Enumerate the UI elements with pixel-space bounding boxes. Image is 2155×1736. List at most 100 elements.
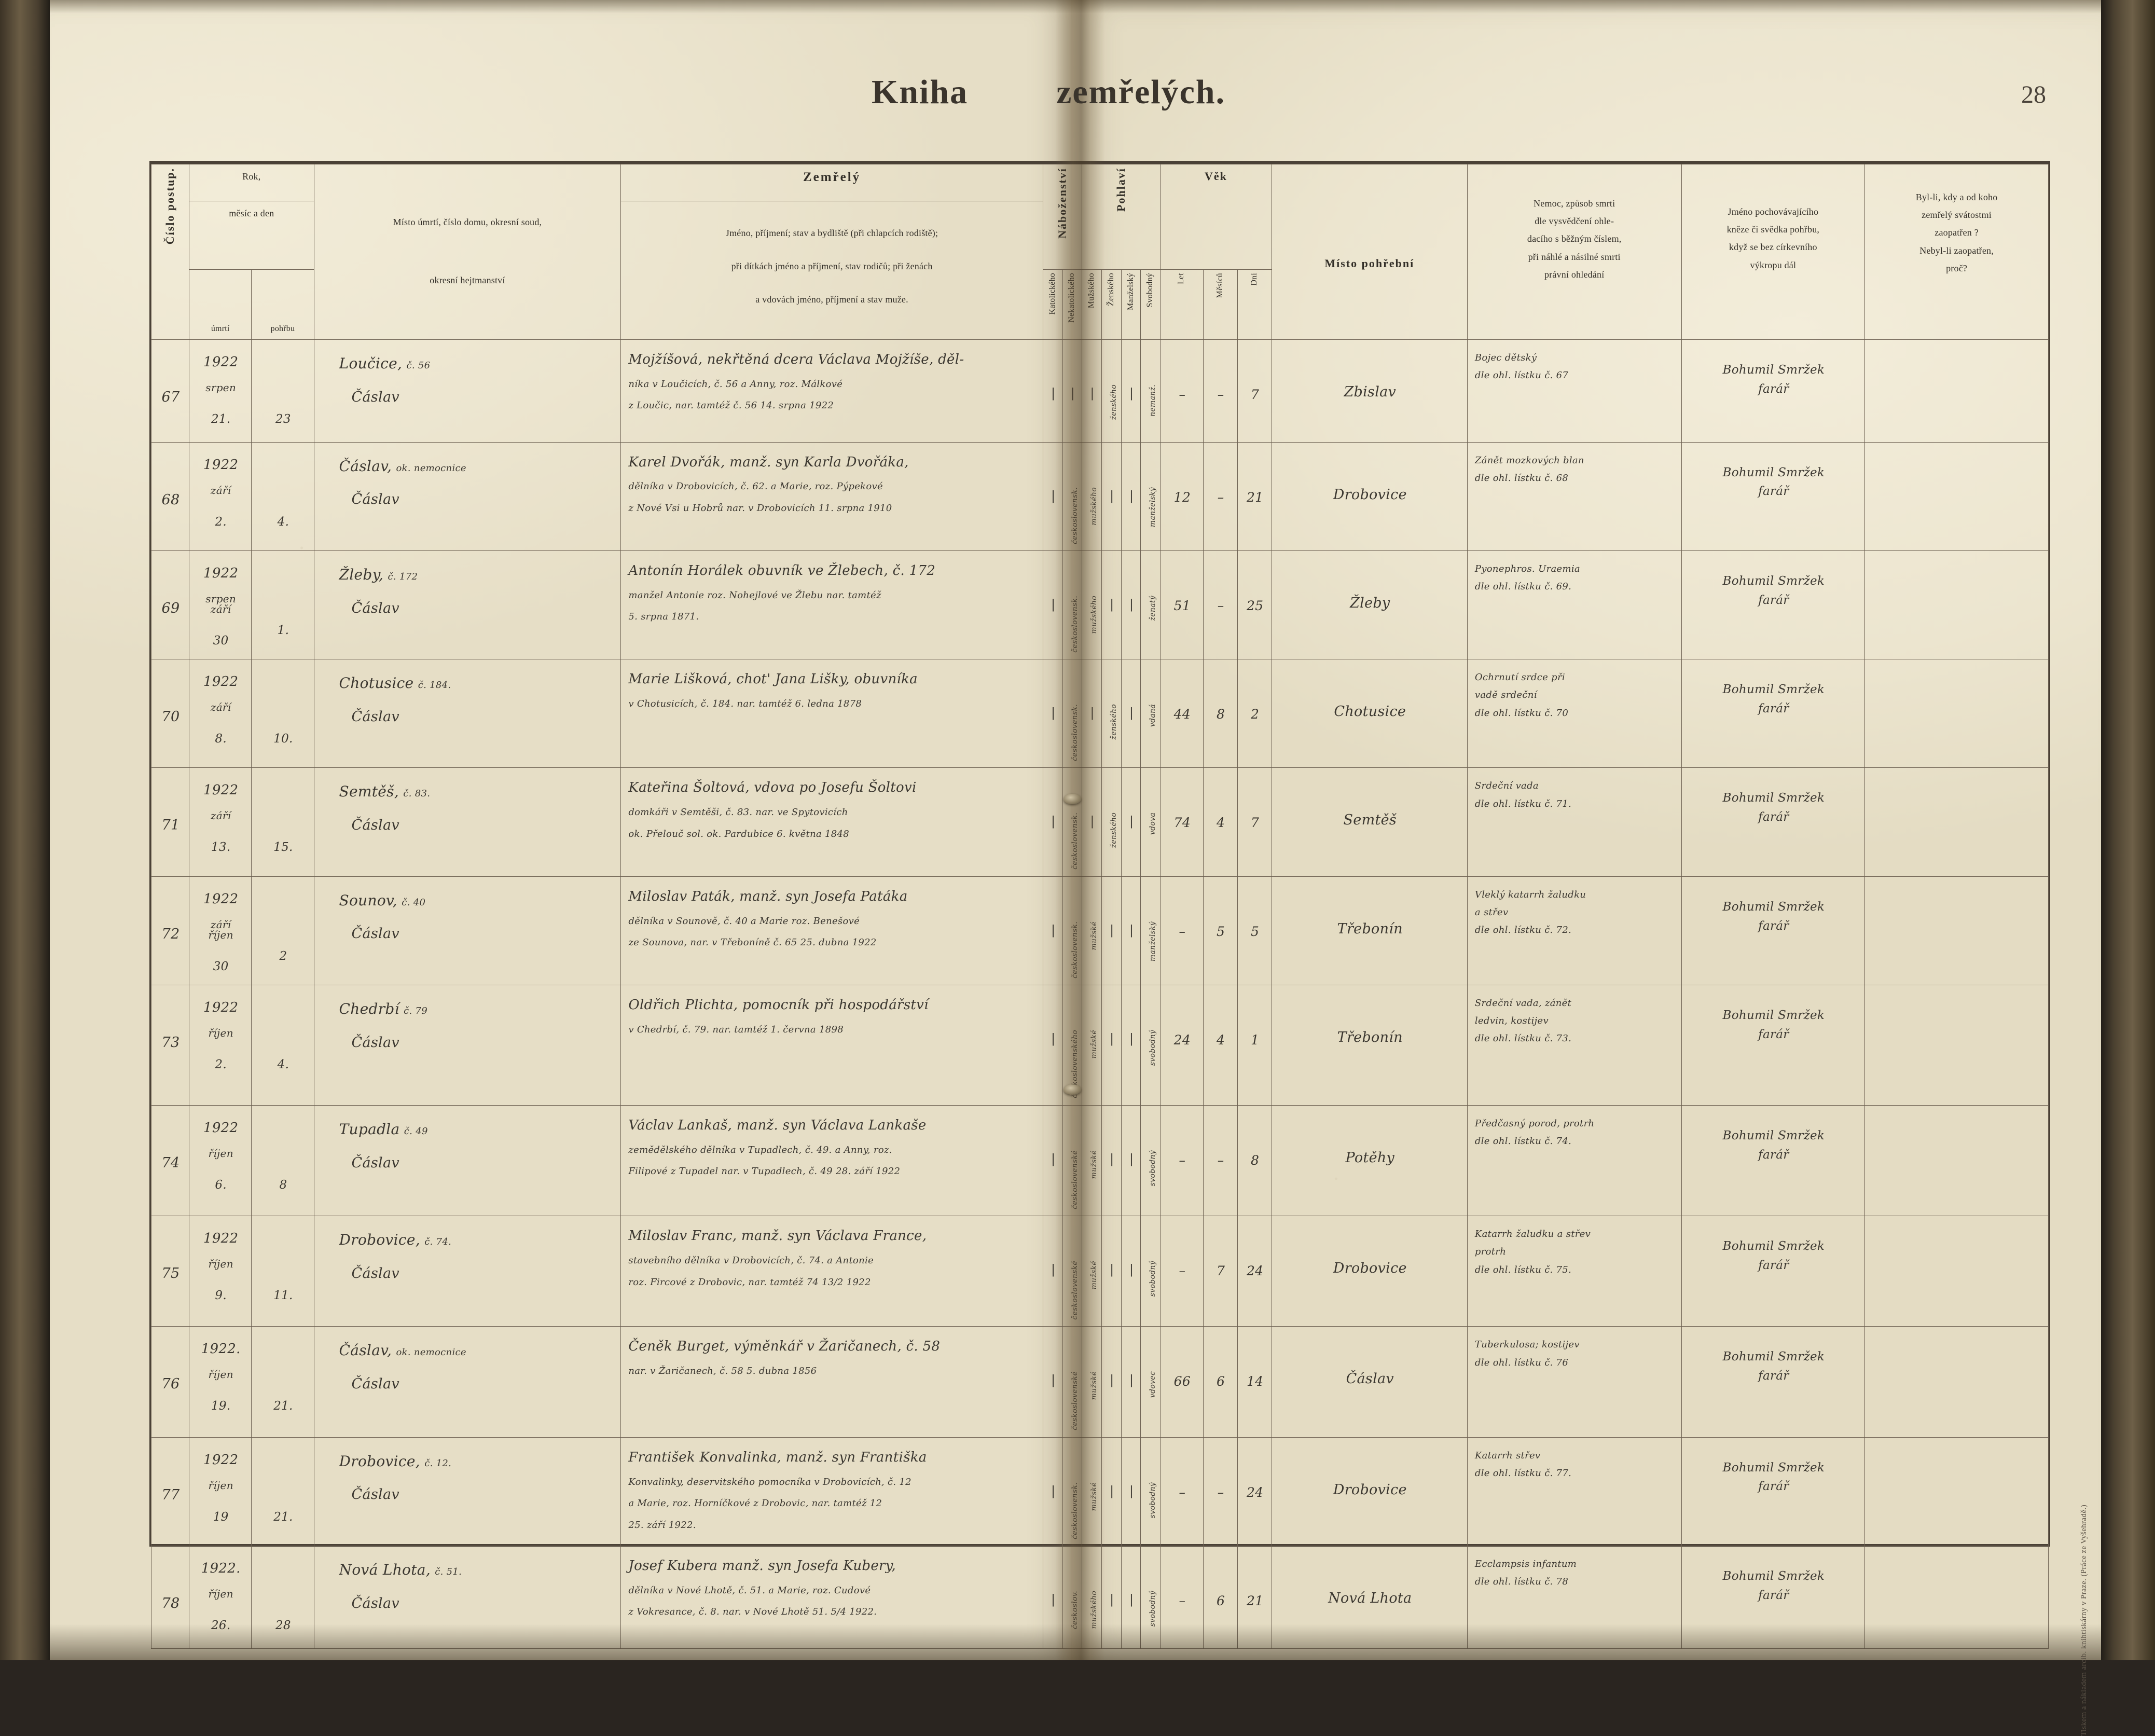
sex-female: | — [1101, 1216, 1121, 1327]
age-years: 74 — [1161, 768, 1204, 876]
legitimacy-married: | — [1121, 1105, 1141, 1216]
legitimacy-married: | — [1121, 550, 1141, 659]
row-number: 71 — [151, 768, 189, 876]
religion-catholic: | — [1043, 550, 1062, 659]
age-years: – — [1161, 1216, 1204, 1327]
header-svobodny: Svobodný — [1141, 270, 1161, 339]
burial-place: Třebonín — [1272, 985, 1467, 1106]
age-days: 8 — [1237, 1105, 1272, 1216]
header-let: Let — [1161, 270, 1204, 339]
age-months: – — [1203, 442, 1237, 550]
sex-female: | — [1101, 442, 1121, 550]
deceased-details: Čeněk Burget, výměnkář v Žaričanech, č. … — [621, 1327, 1043, 1437]
religion-catholic: | — [1043, 1105, 1062, 1216]
age-years: 44 — [1161, 659, 1204, 768]
page-number: 28 — [2021, 80, 2046, 109]
marital-status: svobodný — [1141, 1546, 1161, 1648]
sex-male: mužské — [1082, 1216, 1102, 1327]
header-umrti: úmrtí — [189, 270, 252, 339]
sacraments-note — [1865, 1546, 2049, 1648]
age-months: 5 — [1203, 876, 1237, 985]
burial-place: Drobovice — [1272, 1437, 1467, 1546]
legitimacy-married: | — [1121, 985, 1141, 1106]
sacraments-note — [1865, 876, 2049, 985]
religion-noncatholic: československ. — [1062, 876, 1082, 985]
religion-noncatholic: československ. — [1062, 1437, 1082, 1546]
age-days: 2 — [1237, 659, 1272, 768]
header-zemrely-detail: Jméno, příjmení; stav a bydliště (při ch… — [621, 201, 1043, 340]
age-days: 21 — [1237, 1546, 1272, 1648]
legitimacy-married: | — [1121, 1216, 1141, 1327]
age-days: 21 — [1237, 442, 1272, 550]
age-months: – — [1203, 1437, 1237, 1546]
deceased-details: Marie Lišková, chot' Jana Lišky, obuvník… — [621, 659, 1043, 768]
date-of-burial: 4. — [252, 985, 314, 1106]
religion-catholic: | — [1043, 985, 1062, 1106]
religion-catholic: | — [1043, 339, 1062, 442]
header-nemoc: Nemoc, způsob smrti dle vysvědčení ohle-… — [1467, 164, 1681, 340]
sex-female: ženského — [1101, 659, 1121, 768]
row-number: 68 — [151, 442, 189, 550]
age-days: 7 — [1237, 339, 1272, 442]
age-months: 4 — [1203, 985, 1237, 1106]
age-days: 5 — [1237, 876, 1272, 985]
religion-noncatholic: československé — [1062, 1216, 1082, 1327]
sex-male: mužské — [1082, 1437, 1102, 1546]
sex-male: mužské — [1082, 1105, 1102, 1216]
age-years: – — [1161, 339, 1204, 442]
sacraments-note — [1865, 442, 2049, 550]
sex-male: | — [1082, 768, 1102, 876]
legitimacy-married: | — [1121, 876, 1141, 985]
printer-imprint: Tiskem a nákladem arcib. knihtiskárny v … — [2080, 1505, 2089, 1736]
religion-noncatholic: československé — [1062, 1105, 1082, 1216]
sacraments-note — [1865, 659, 2049, 768]
age-days: 24 — [1237, 1437, 1272, 1546]
header-katolickeho: Katolického — [1043, 270, 1062, 339]
place-of-death: Drobovice, č. 12.Čáslav — [314, 1437, 621, 1546]
burial-place: Semtěš — [1272, 768, 1467, 876]
religion-catholic: | — [1043, 1327, 1062, 1437]
date-of-burial: 8 — [252, 1105, 314, 1216]
age-years: – — [1161, 1437, 1204, 1546]
legitimacy-married: | — [1121, 1437, 1141, 1546]
sex-female: | — [1101, 876, 1121, 985]
sex-female: ženského — [1101, 339, 1121, 442]
burial-place: Žleby — [1272, 550, 1467, 659]
sacraments-note — [1865, 1105, 2049, 1216]
age-months: – — [1203, 1105, 1237, 1216]
deceased-details: Antonín Horálek obuvník ve Žlebech, č. 1… — [621, 550, 1043, 659]
sex-female: | — [1101, 1546, 1121, 1648]
sex-female: ženského — [1101, 768, 1121, 876]
religion-noncatholic: československ. — [1062, 659, 1082, 768]
book-cover-left — [0, 0, 50, 1660]
sex-female: | — [1101, 550, 1121, 659]
sacraments-note — [1865, 339, 2049, 442]
